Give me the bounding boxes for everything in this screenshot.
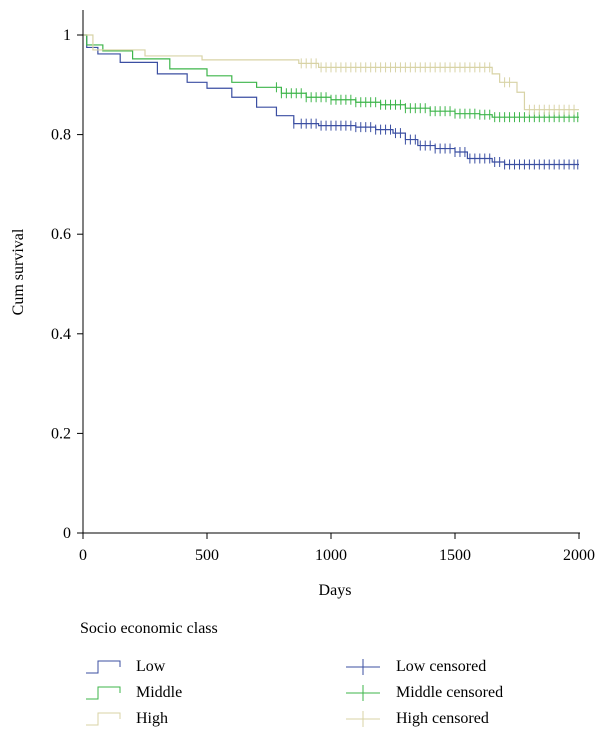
legend-label-middle-censored: Middle censored xyxy=(396,684,504,701)
x-tick-label: 2000 xyxy=(563,547,595,564)
y-tick-label: 0.4 xyxy=(51,326,71,343)
x-ticks: 0 500 1000 1500 2000 xyxy=(79,533,595,564)
x-tick-label: 0 xyxy=(79,547,87,564)
legend: Socio economic class Low Middle High Low… xyxy=(0,600,600,736)
y-tick-label: 0.6 xyxy=(51,226,71,243)
legend-label-middle: Middle xyxy=(136,684,183,701)
legend-item-middle: Middle xyxy=(80,682,182,704)
censor-plus-icon xyxy=(346,685,380,701)
censor-plus-icon xyxy=(346,659,380,675)
y-tick-label: 0 xyxy=(63,525,71,542)
legend-label-low: Low xyxy=(136,658,166,675)
censor-plus-icon xyxy=(346,711,380,727)
censor-marks-group xyxy=(275,58,579,170)
y-tick-label: 0.8 xyxy=(51,127,71,144)
legend-item-high: High xyxy=(80,708,168,730)
x-tick-label: 1000 xyxy=(315,547,347,564)
curve-middle xyxy=(83,34,579,118)
legend-label-high: High xyxy=(136,710,168,727)
y-tick-label: 1 xyxy=(63,27,71,44)
y-ticks: 0 0.2 0.4 0.6 0.8 1 xyxy=(51,27,83,542)
y-axis-label: Cum survival xyxy=(10,228,27,315)
legend-item-middle-censored: Middle censored xyxy=(340,682,503,704)
x-tick-label: 1500 xyxy=(439,547,471,564)
y-tick-label: 0.2 xyxy=(51,425,71,442)
legend-label-low-censored: Low censored xyxy=(396,658,487,675)
legend-label-high-censored: High censored xyxy=(396,710,489,727)
legend-title: Socio economic class xyxy=(80,620,218,637)
survival-chart: 0 0.2 0.4 0.6 0.8 1 0 500 1000 1500 2000 Days Cum… xyxy=(10,10,595,599)
step-line-swatch-icon xyxy=(86,686,121,700)
legend-item-low: Low xyxy=(80,656,165,678)
legend-item-high-censored: High censored xyxy=(340,708,489,730)
curve-high xyxy=(83,34,579,111)
legend-item-low-censored: Low censored xyxy=(340,656,486,678)
step-line-swatch-icon xyxy=(86,660,121,674)
x-axis-label: Days xyxy=(319,582,352,599)
x-tick-label: 500 xyxy=(195,547,219,564)
step-line-swatch-icon xyxy=(86,712,121,726)
